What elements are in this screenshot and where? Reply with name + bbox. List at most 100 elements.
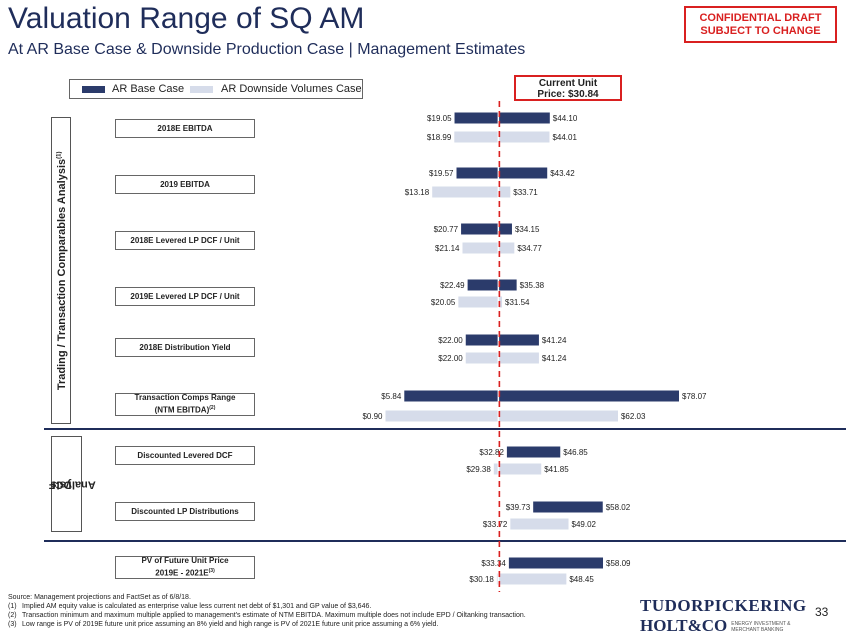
- row-label-discounted-levered-dcf: Discounted Levered DCF: [115, 446, 255, 465]
- row-label-text: 2018E Levered LP DCF / Unit: [130, 235, 240, 245]
- row-label-2019-ebitda: 2019 EBITDA: [115, 175, 255, 194]
- base-high-label-0: $44.10: [553, 114, 578, 123]
- base-high-label-1: $43.42: [550, 169, 575, 178]
- downside-high-label-6: $41.85: [544, 465, 569, 474]
- footer-note-1: (1) Implied AM equity value is calculated…: [8, 602, 526, 611]
- logo-line2: HOLT&CO: [640, 616, 728, 635]
- base-bar-6: [506, 446, 561, 458]
- current-price-line2: Price: $30.84: [537, 89, 599, 100]
- row-label-line2-text: 2019E - 2021E: [155, 568, 209, 578]
- footer-note-1-num: (1): [8, 603, 17, 610]
- base-bar-2: [461, 223, 512, 235]
- downside-bar-0: [454, 131, 550, 143]
- base-low-label-0: $19.05: [427, 114, 452, 123]
- dcf-section-label-box: DCF Analysis: [49, 436, 96, 532]
- logo-line1: TUDORPICKERING: [640, 596, 807, 615]
- page-subtitle: At AR Base Case & Downside Production Ca…: [8, 41, 526, 58]
- section-divider-2: [44, 540, 846, 542]
- row-label-sup: (2): [209, 405, 216, 412]
- row-label-line2: 2019E - 2021E(3): [141, 566, 228, 579]
- row-label-text: Discounted LP Distributions: [131, 506, 239, 516]
- base-bar-0: [454, 112, 550, 124]
- trading-section-label-box: Trading / Transaction Comparables Analys…: [51, 117, 71, 424]
- base-bar-1: [456, 167, 548, 179]
- row-label-2018e-levered-dcf: 2018E Levered LP DCF / Unit: [115, 231, 255, 250]
- downside-low-label-0: $18.99: [427, 133, 452, 142]
- footer-note-2: (2) Transaction minimum and maximum multi…: [8, 611, 526, 620]
- legend-swatch-base: [82, 86, 105, 93]
- downside-low-label-1: $13.18: [405, 188, 430, 197]
- row-label-2018e-distribution-yield: 2018E Distribution Yield: [115, 338, 255, 357]
- downside-high-label-3: $31.54: [505, 298, 530, 307]
- footer-note-3: (3) Low range is PV of 2019E future unit …: [8, 620, 526, 629]
- confidential-badge: CONFIDENTIAL DRAFT SUBJECT TO CHANGE: [684, 6, 837, 43]
- section-divider-1: [44, 428, 846, 430]
- chart-legend: AR Base Case AR Downside Volumes Case: [69, 79, 363, 99]
- downside-high-label-7: $49.02: [572, 520, 597, 529]
- legend-label-base: AR Base Case: [112, 83, 185, 95]
- base-high-label-5: $78.07: [682, 392, 707, 401]
- legend-label-downside: AR Downside Volumes Case: [221, 83, 362, 95]
- base-low-label-2: $20.77: [434, 225, 459, 234]
- row-label-discounted-lp-distributions: Discounted LP Distributions: [115, 502, 255, 521]
- downside-bar-5: [385, 410, 618, 422]
- page-title: Valuation Range of SQ AM: [8, 2, 365, 35]
- base-high-label-6: $46.85: [563, 448, 588, 457]
- page-number: 33: [815, 605, 829, 619]
- downside-low-label-8: $30.18: [469, 575, 494, 584]
- base-high-label-3: $35.38: [520, 281, 545, 290]
- downside-high-label-5: $62.03: [621, 412, 646, 421]
- row-label-text: 2019 EBITDA: [160, 179, 210, 189]
- base-bar-3: [467, 279, 517, 291]
- current-price-callout: Current Unit Price: $30.84: [514, 75, 622, 101]
- downside-high-label-2: $34.77: [517, 244, 542, 253]
- row-label-text: Transaction Comps Range: [134, 393, 236, 403]
- downside-low-label-3: $20.05: [431, 298, 456, 307]
- base-low-label-3: $22.49: [440, 281, 465, 290]
- base-high-label-7: $58.02: [606, 503, 631, 512]
- downside-high-label-1: $33.71: [513, 188, 538, 197]
- downside-bar-1: [432, 186, 511, 198]
- base-bar-5: [404, 390, 679, 402]
- row-label-line2: (NTM EBITDA)(2): [135, 403, 236, 416]
- base-low-label-8: $33.34: [481, 559, 506, 568]
- base-bar-7: [533, 501, 603, 513]
- footer-notes: Source: Management projections and FactS…: [8, 593, 526, 629]
- base-high-label-8: $58.09: [606, 559, 631, 568]
- confidential-line1: CONFIDENTIAL DRAFT: [699, 12, 822, 24]
- downside-high-label-4: $41.24: [542, 354, 567, 363]
- footer-source: Source: Management projections and FactS…: [8, 594, 191, 601]
- downside-high-label-0: $44.01: [552, 133, 577, 142]
- downside-low-label-7: $33.72: [483, 520, 508, 529]
- legend-swatch-downside: [190, 86, 213, 93]
- base-low-label-1: $19.57: [429, 169, 454, 178]
- downside-bar-7: [510, 518, 569, 530]
- row-label-text: Discounted Levered DCF: [137, 450, 233, 460]
- downside-low-label-5: $0.90: [362, 412, 383, 421]
- row-label-sup: (3): [208, 568, 215, 575]
- downside-bar-2: [462, 242, 515, 254]
- base-bar-4: [465, 334, 539, 346]
- confidential-line2: SUBJECT TO CHANGE: [700, 25, 821, 37]
- downside-low-label-2: $21.14: [435, 244, 460, 253]
- logo-tagline: ENERGY INVESTMENT & MERCHANT BANKING: [731, 620, 791, 633]
- base-bar-8: [508, 557, 604, 569]
- base-high-label-4: $41.24: [542, 336, 567, 345]
- downside-bar-8: [496, 573, 567, 585]
- row-label-text: 2018E EBITDA: [157, 123, 213, 133]
- row-label-text: 2018E Distribution Yield: [139, 342, 231, 352]
- footer-note-2-num: (2): [8, 612, 17, 619]
- downside-low-label-4: $22.00: [438, 354, 463, 363]
- row-label-transaction-comps: Transaction Comps Range (NTM EBITDA)(2): [115, 393, 255, 416]
- row-label-line2-text: (NTM EBITDA): [154, 405, 210, 415]
- base-low-label-5: $5.84: [381, 392, 402, 401]
- downside-bar-4: [465, 352, 539, 364]
- downside-bar-6: [493, 463, 542, 475]
- row-label-pv-future-unit-price: PV of Future Unit Price 2019E - 2021E(3): [115, 556, 255, 579]
- base-low-label-6: $32.82: [479, 448, 504, 457]
- company-logo: TUDORPICKERING HOLT&CO ENERGY INVESTMENT …: [640, 596, 807, 636]
- row-label-2018e-ebitda: 2018E EBITDA: [115, 119, 255, 138]
- footer-note-2-text: Transaction minimum and maximum multiple…: [22, 612, 526, 619]
- base-low-label-7: $39.73: [506, 503, 531, 512]
